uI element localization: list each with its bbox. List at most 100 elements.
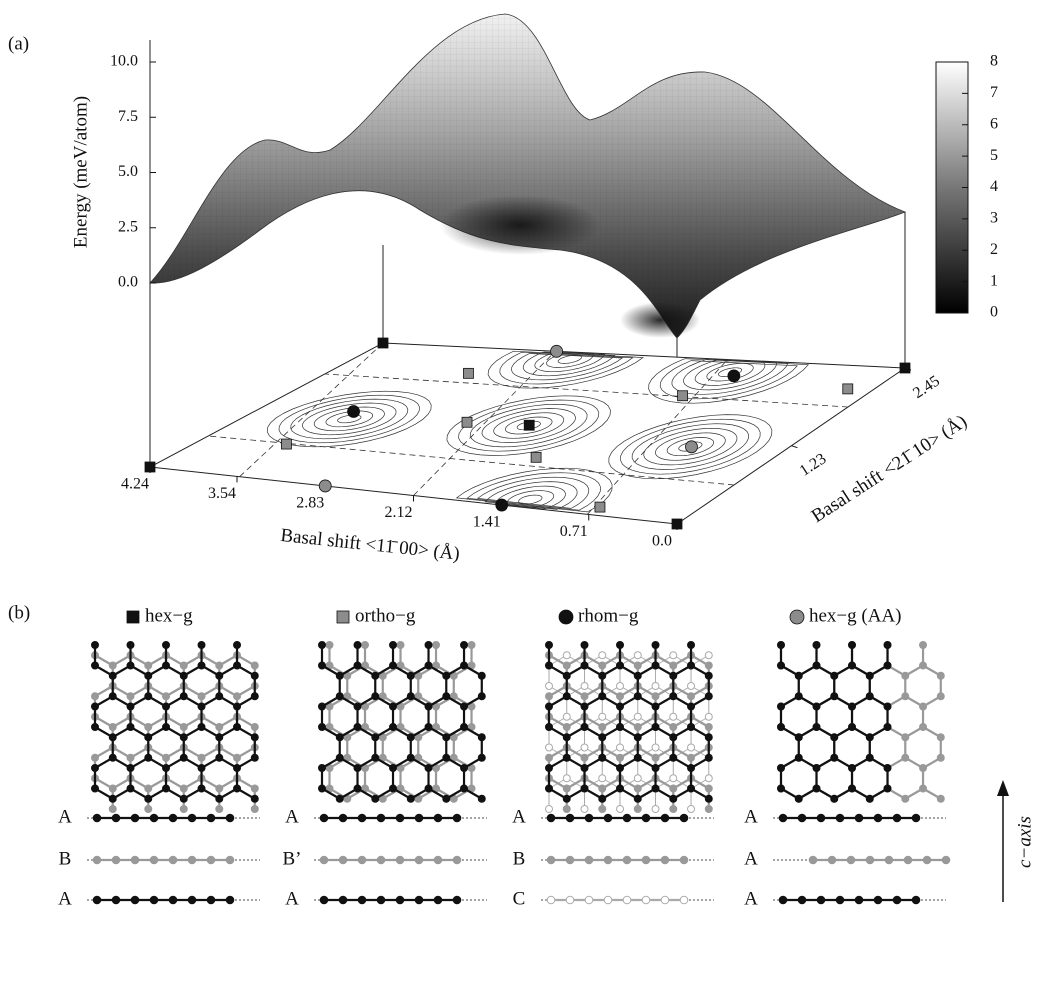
atom [163,724,170,731]
atom [688,754,695,761]
atom [778,785,785,792]
atom [127,642,134,649]
stacking-point [728,370,740,382]
stacking-point [463,368,473,378]
atom [216,734,223,741]
atom [478,693,485,700]
layer-atom [904,856,912,864]
atom [198,724,205,731]
layer-atom [642,856,650,864]
atom [145,693,152,700]
layer-atom [320,856,328,864]
atom [425,724,432,731]
atom [397,642,404,649]
atom [670,754,677,761]
atom [163,642,170,649]
layer-atom [150,856,158,864]
colorbar-tick-label: 4 [990,178,998,195]
layer-atom [779,814,787,822]
layer-atom [150,896,158,904]
atom [652,693,659,700]
atom [599,734,606,741]
atom [813,703,820,710]
atom [599,775,606,782]
atom [688,703,695,710]
layer-atom [188,896,196,904]
atom [92,724,99,731]
atom [937,734,944,741]
atom [163,693,170,700]
atom [563,672,570,679]
layer-atom [661,814,669,822]
panel-label: (a) [8,33,29,54]
layer-atom [798,896,806,904]
stacking-point [531,452,541,462]
atom [198,662,205,669]
atom [336,754,343,761]
layer-atom [866,856,874,864]
atom [478,795,485,802]
layer-label: A [744,848,758,869]
atom [617,785,624,792]
atom [652,785,659,792]
atom [546,754,553,761]
atom [234,724,241,731]
atom [831,693,838,700]
atom [372,672,379,679]
energy-surface [150,14,905,338]
colorbar-tick-label: 5 [990,147,998,164]
atom [163,785,170,792]
atom [443,672,450,679]
stacking-point [678,391,688,401]
atom [795,754,802,761]
atom [180,754,187,761]
layer-atom [415,814,423,822]
atom [920,765,927,772]
layer-atom [566,856,574,864]
atom [127,765,134,772]
layer-atom [320,814,328,822]
layer-label: A [744,888,758,909]
atom [234,642,241,649]
atom [617,724,624,731]
atom [326,642,333,649]
x-tick-label: 1.41 [473,514,501,531]
colorbar-tick-label: 6 [990,115,998,132]
atom [670,693,677,700]
layer-label: B’ [283,848,302,869]
atom [546,724,553,731]
layer-atom [93,856,101,864]
atom [634,806,641,813]
layer-atom [358,896,366,904]
atom [778,765,785,772]
atom [145,754,152,761]
atom [336,693,343,700]
atom [634,785,641,792]
atom [866,672,873,679]
atom [634,662,641,669]
atom [251,662,258,669]
x-tick-label: 3.54 [208,485,236,502]
atom [127,724,134,731]
layer-atom [604,814,612,822]
layer-atom [358,856,366,864]
atom [813,642,820,649]
atom [92,785,99,792]
atom [407,734,414,741]
atom [319,785,326,792]
atom [778,642,785,649]
panel-label: (b) [8,602,30,623]
layer-atom [358,814,366,822]
atom [145,734,152,741]
atom [546,703,553,710]
z-tick-label: 2.5 [118,218,138,235]
atom [372,734,379,741]
atom [145,662,152,669]
layer-atom [585,856,593,864]
atom [425,785,432,792]
layer-atom [836,896,844,904]
atom [670,785,677,792]
legend-marker [790,610,804,624]
atom [599,693,606,700]
x-tick-label: 2.83 [296,495,324,512]
